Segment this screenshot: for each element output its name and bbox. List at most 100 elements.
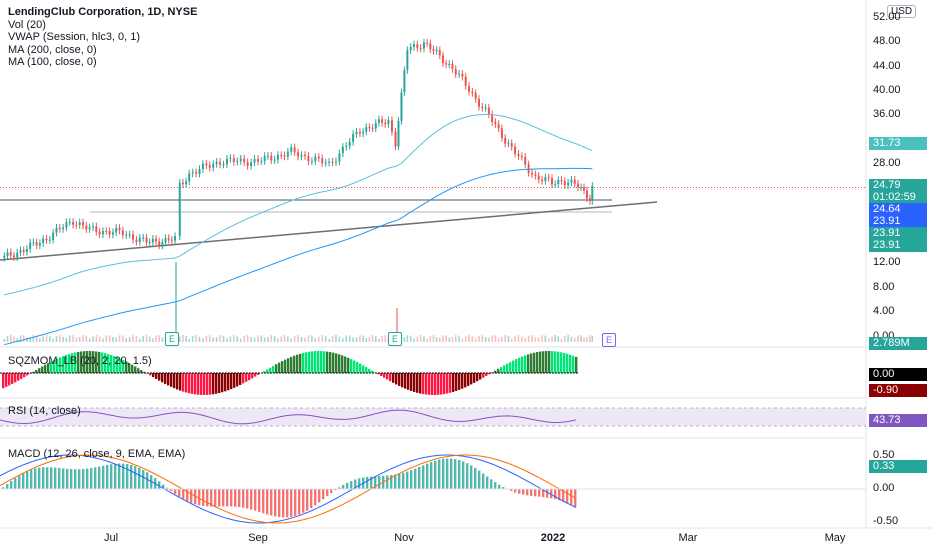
candle [29,242,32,249]
sqz-bar [371,370,374,373]
candle [132,234,135,240]
macd-histogram-bar [566,489,569,504]
countdown-tag: 01:02:59 [869,191,927,204]
volume-bar [510,338,513,342]
macd-histogram-bar [282,489,285,518]
volume-bar [55,335,58,342]
volume-bar [122,335,124,342]
candle [409,46,412,51]
volume-bar [152,338,154,342]
sqz-bar [68,354,71,373]
sqz-bar [545,351,548,373]
sqz-bar [470,373,473,385]
sqz-bar [8,373,11,386]
candle [454,69,457,75]
volume-bar [208,335,211,342]
volume-bar [260,335,263,342]
candle [422,42,425,49]
macd-histogram-bar [394,474,397,489]
macd-histogram-bar [102,465,105,489]
volume-bar [239,338,242,342]
earnings-badge-1[interactable]: E [165,332,179,346]
legend-ma200[interactable]: MA (200, close, 0) [8,43,97,56]
macd-histogram-bar [250,489,253,510]
volume-bar [448,337,451,342]
sqz-bar [452,373,455,392]
macd-histogram-bar [114,463,117,489]
rsi-pane-title[interactable]: RSI (14, close) [8,405,81,417]
macd-histogram-bar [46,467,49,489]
sqz-pane-title[interactable]: SQZMOM_LB (20, 2, 20, 1.5) [8,355,152,367]
legend-ma100[interactable]: MA (100, close, 0) [8,56,97,68]
sqz-bar [383,373,386,378]
sqz-bar [170,373,173,387]
volume-bar [158,335,161,342]
candle [477,98,480,107]
legend-vwap[interactable]: VWAP (Session, hlc3, 0, 1) [8,31,141,43]
candle [524,156,527,165]
volume-bar [454,335,457,342]
candle [290,147,293,152]
macd-histogram-bar [322,489,325,500]
volume-bar [39,338,41,342]
volume-bar [75,337,78,342]
candle [377,119,380,123]
macd-histogram-bar [570,489,573,505]
macd-histogram-bar [266,489,269,515]
candle [563,181,566,186]
sqz-bar [572,355,575,373]
candle [170,239,173,241]
sqz-bar [425,373,428,395]
macd-histogram-bar [58,467,61,489]
candle [324,162,327,164]
sqz-bar [314,351,317,373]
candle [155,238,158,242]
candle [531,172,534,175]
macd-pane-title[interactable]: MACD (12, 26, close, 9, EMA, EMA) [8,448,186,460]
sqz-bar [434,373,437,395]
sqz-bar [356,362,359,373]
volume-bar [6,336,9,342]
candle [250,162,253,166]
macd-histogram-bar [246,489,249,509]
candle [435,50,438,52]
sqz-bar [392,373,395,383]
volume-bar [9,335,12,342]
volume-bar [22,335,25,342]
legend-volume[interactable]: Vol (20) [8,18,46,31]
candle [65,222,68,228]
earnings-badge-upcoming[interactable]: E [602,333,616,347]
volume-bar [13,336,15,342]
volume-bar [345,335,348,342]
candle [85,225,88,230]
volume-bar [88,338,91,342]
macd-histogram-bar [326,489,329,497]
volume-bar [195,335,197,342]
sqz-bar [149,373,152,376]
sqz-bar [245,373,248,382]
volume-bar [488,337,490,342]
earnings-badge-2[interactable]: E [388,332,402,346]
macd-histogram-bar [386,475,389,489]
sqz-bar [569,354,572,373]
volume-bar [321,335,324,342]
candle [429,43,432,50]
sqz-bar [398,373,401,386]
sqz-bar [563,352,566,373]
candle [451,63,454,70]
volume-bar [464,336,467,342]
currency-selector[interactable]: USD [887,5,917,18]
macd-histogram-bar [18,475,21,489]
sqz-bar [107,354,110,373]
sqz-bar [80,351,83,373]
candle [276,154,279,160]
symbol-title[interactable]: LendingClub Corporation, 1D, NYSE [8,6,198,18]
candle [101,231,104,235]
sqz-bar [362,365,365,373]
candle [567,182,570,186]
macd-histogram-bar [426,463,429,489]
volume-bar [277,338,279,342]
volume-bar [290,338,292,342]
volume-bar [85,335,88,342]
